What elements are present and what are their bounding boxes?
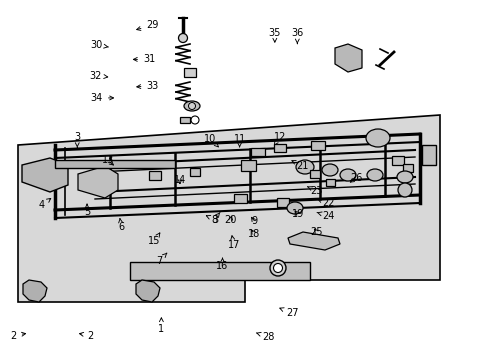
- Text: 33: 33: [137, 81, 159, 91]
- Text: 10: 10: [203, 134, 218, 147]
- Polygon shape: [402, 164, 412, 172]
- Text: 7: 7: [156, 253, 166, 266]
- Text: 2: 2: [11, 330, 25, 341]
- Text: 36: 36: [290, 28, 303, 44]
- Text: 2: 2: [80, 330, 93, 341]
- Bar: [130, 262, 309, 280]
- Circle shape: [397, 183, 411, 197]
- Text: 35: 35: [268, 28, 281, 42]
- Text: 18: 18: [247, 229, 260, 239]
- Polygon shape: [136, 280, 160, 302]
- Polygon shape: [276, 198, 288, 207]
- Text: 9: 9: [251, 216, 257, 226]
- Text: 6: 6: [118, 219, 124, 232]
- Polygon shape: [233, 194, 246, 202]
- Ellipse shape: [183, 101, 200, 111]
- Text: 5: 5: [84, 204, 90, 217]
- Polygon shape: [55, 160, 175, 168]
- Text: 20: 20: [224, 215, 237, 225]
- Text: 13: 13: [101, 155, 114, 165]
- Text: 23: 23: [307, 186, 323, 196]
- Circle shape: [269, 260, 285, 276]
- Text: 3: 3: [206, 215, 218, 225]
- Text: 16: 16: [216, 258, 228, 271]
- Ellipse shape: [339, 169, 355, 181]
- Text: 17: 17: [227, 236, 240, 250]
- Text: 22: 22: [316, 198, 334, 208]
- Polygon shape: [22, 158, 68, 192]
- Text: 11: 11: [233, 134, 245, 147]
- Bar: [183, 68, 196, 77]
- Polygon shape: [273, 144, 285, 152]
- Text: 34: 34: [90, 93, 113, 103]
- Text: 1: 1: [158, 318, 164, 334]
- Polygon shape: [190, 168, 200, 176]
- Circle shape: [178, 33, 187, 42]
- Ellipse shape: [286, 202, 303, 214]
- Text: 32: 32: [89, 71, 107, 81]
- Text: 28: 28: [256, 332, 274, 342]
- Circle shape: [273, 264, 282, 273]
- Text: 12: 12: [273, 132, 285, 145]
- Text: 4: 4: [39, 198, 51, 210]
- Bar: [421, 145, 435, 165]
- Text: 24: 24: [316, 211, 334, 221]
- Text: 15: 15: [147, 233, 160, 246]
- Polygon shape: [18, 115, 439, 302]
- Polygon shape: [334, 44, 361, 72]
- Circle shape: [188, 103, 195, 109]
- Polygon shape: [309, 170, 319, 178]
- Text: 19: 19: [291, 209, 304, 219]
- Polygon shape: [310, 140, 325, 149]
- Text: 26: 26: [349, 173, 362, 183]
- Polygon shape: [78, 166, 118, 198]
- Polygon shape: [23, 280, 47, 302]
- Text: 3: 3: [74, 132, 80, 147]
- Ellipse shape: [365, 129, 389, 147]
- Text: 31: 31: [133, 54, 155, 64]
- Text: 21: 21: [291, 161, 308, 171]
- Polygon shape: [325, 179, 334, 185]
- Polygon shape: [149, 171, 161, 180]
- Text: 27: 27: [279, 308, 298, 318]
- Text: 29: 29: [136, 20, 159, 31]
- Text: 25: 25: [310, 227, 323, 237]
- Polygon shape: [391, 156, 403, 165]
- Text: 30: 30: [90, 40, 108, 50]
- Polygon shape: [250, 148, 264, 156]
- Polygon shape: [180, 117, 190, 123]
- Ellipse shape: [396, 171, 412, 183]
- Ellipse shape: [295, 160, 313, 174]
- Polygon shape: [240, 159, 255, 171]
- Ellipse shape: [366, 169, 382, 181]
- Text: 8: 8: [211, 212, 220, 225]
- Polygon shape: [287, 232, 339, 250]
- Text: 14: 14: [173, 175, 186, 185]
- Ellipse shape: [321, 164, 337, 176]
